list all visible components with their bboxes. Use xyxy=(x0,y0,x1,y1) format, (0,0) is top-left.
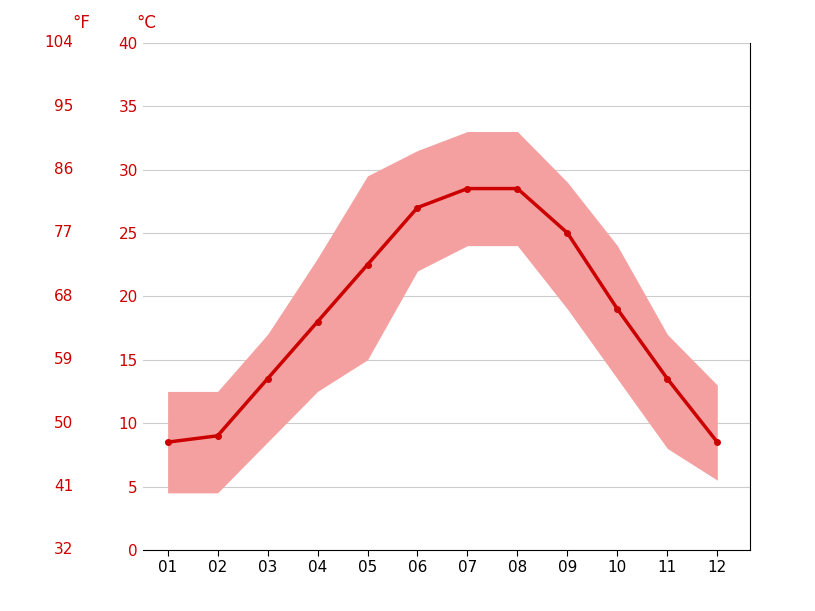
Text: 86: 86 xyxy=(54,162,73,177)
Text: 68: 68 xyxy=(54,289,73,304)
Text: 95: 95 xyxy=(54,98,73,114)
Text: 32: 32 xyxy=(54,543,73,557)
Text: 77: 77 xyxy=(54,225,73,241)
Text: °C: °C xyxy=(137,14,156,32)
Text: 50: 50 xyxy=(54,415,73,431)
Text: 41: 41 xyxy=(54,479,73,494)
Text: 104: 104 xyxy=(45,35,73,50)
Text: 59: 59 xyxy=(54,352,73,367)
Text: °F: °F xyxy=(73,14,90,32)
